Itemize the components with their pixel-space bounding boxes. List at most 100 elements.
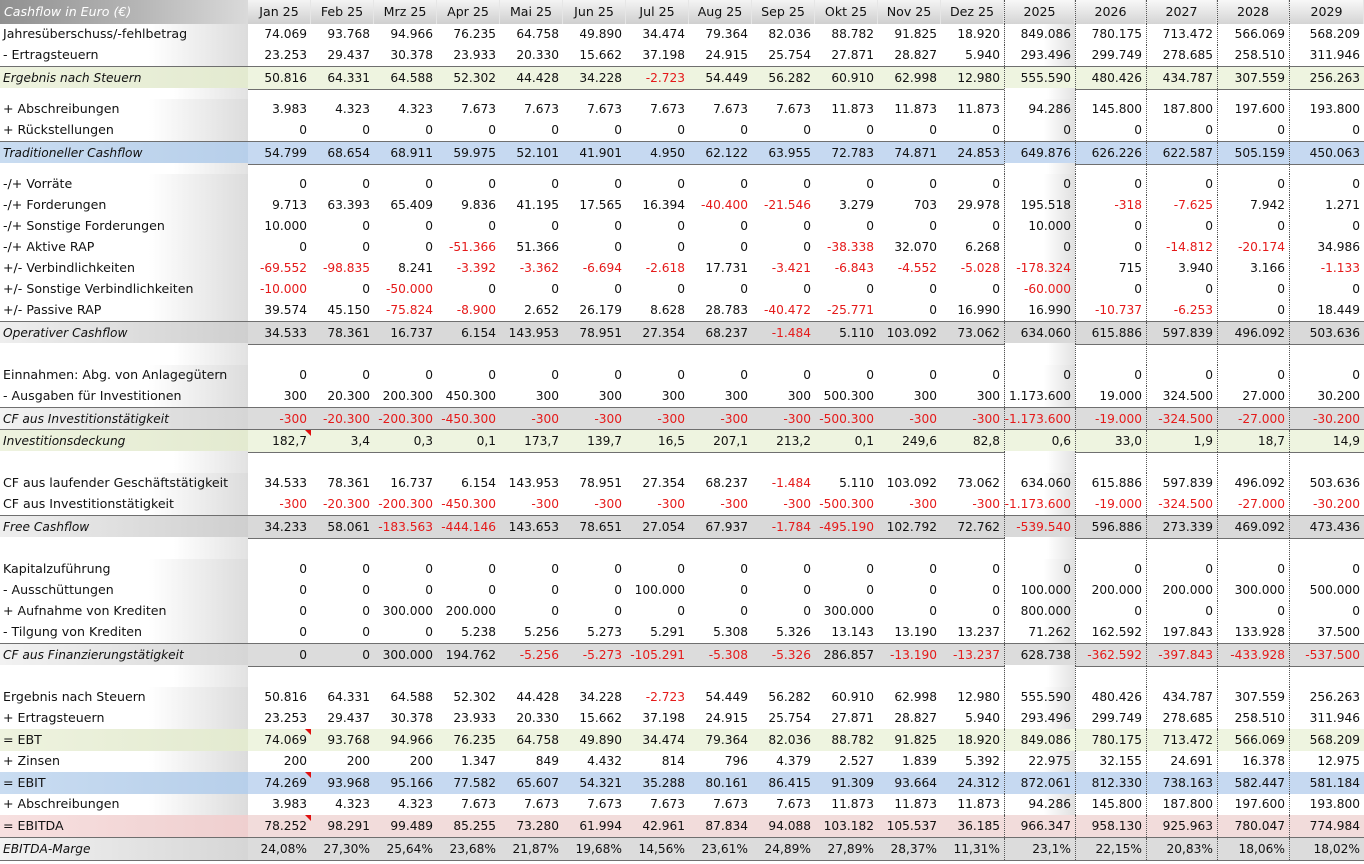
value-cell[interactable]: 10.000 bbox=[264, 219, 307, 234]
value-cell[interactable]: 27.871 bbox=[831, 48, 874, 63]
value-cell[interactable]: 849 bbox=[535, 754, 559, 769]
value-cell[interactable]: -21.546 bbox=[763, 198, 811, 213]
value-cell[interactable]: 50.816 bbox=[248, 67, 311, 89]
value-cell[interactable]: -300 bbox=[563, 408, 626, 430]
value-cell[interactable]: -183.563 bbox=[374, 516, 437, 538]
value-cell[interactable]: 7.673 bbox=[713, 102, 748, 117]
value-cell[interactable]: 0 bbox=[1289, 279, 1364, 300]
value-cell[interactable]: 41.901 bbox=[563, 142, 626, 164]
value-cell[interactable]: -25.771 bbox=[826, 303, 874, 318]
value-cell[interactable]: 0 bbox=[299, 240, 307, 255]
value-cell[interactable]: 30.200 bbox=[1289, 386, 1364, 407]
value-cell[interactable]: 200 bbox=[409, 754, 433, 769]
value-cell[interactable]: 145.800 bbox=[1075, 99, 1146, 120]
value-cell[interactable]: 0 bbox=[299, 562, 307, 577]
value-cell[interactable]: 0 bbox=[992, 177, 1000, 192]
value-cell[interactable]: -1.173.600 bbox=[1004, 408, 1075, 430]
value-cell[interactable]: 0 bbox=[551, 368, 559, 383]
value-cell[interactable]: 814 bbox=[661, 754, 685, 769]
value-cell[interactable]: 74.069 bbox=[248, 729, 311, 751]
value-cell[interactable]: 628.738 bbox=[1004, 644, 1075, 666]
value-cell[interactable]: 0 bbox=[803, 583, 811, 598]
column-header-jan-25[interactable]: Jan 25 bbox=[248, 0, 311, 24]
value-cell[interactable]: 649.876 bbox=[1004, 142, 1075, 164]
value-cell[interactable]: 774.984 bbox=[1289, 815, 1364, 837]
value-cell[interactable]: 65.607 bbox=[500, 772, 563, 794]
value-cell[interactable]: 0 bbox=[551, 123, 559, 138]
value-cell[interactable]: 94.286 bbox=[1004, 794, 1075, 815]
value-cell[interactable]: -13.237 bbox=[941, 644, 1004, 666]
value-cell[interactable]: 23.933 bbox=[453, 48, 496, 63]
value-cell[interactable]: 6.268 bbox=[965, 240, 1000, 255]
value-cell[interactable]: 32.070 bbox=[894, 240, 937, 255]
value-cell[interactable]: 0 bbox=[1075, 365, 1146, 386]
value-cell[interactable]: 78.951 bbox=[563, 322, 626, 344]
value-cell[interactable]: 5.238 bbox=[461, 625, 496, 640]
column-header-okt-25[interactable]: Okt 25 bbox=[815, 0, 878, 24]
value-cell[interactable]: 45.150 bbox=[327, 303, 370, 318]
value-cell[interactable]: 4.950 bbox=[626, 142, 689, 164]
value-cell[interactable]: 5.256 bbox=[524, 625, 559, 640]
value-cell[interactable]: 0 bbox=[1146, 559, 1217, 580]
value-cell[interactable]: 0 bbox=[614, 123, 622, 138]
value-cell[interactable]: 0 bbox=[425, 177, 433, 192]
value-cell[interactable]: 0 bbox=[1217, 174, 1289, 195]
column-header-2026[interactable]: 2026 bbox=[1075, 0, 1146, 24]
value-cell[interactable]: 16,5 bbox=[626, 430, 689, 452]
value-cell[interactable]: 63.955 bbox=[752, 142, 815, 164]
value-cell[interactable]: 49.890 bbox=[579, 27, 622, 42]
value-cell[interactable]: -2.618 bbox=[645, 261, 685, 276]
value-cell[interactable]: 6.154 bbox=[437, 322, 500, 344]
value-cell[interactable]: 0 bbox=[992, 282, 1000, 297]
value-cell[interactable]: 62.998 bbox=[878, 67, 941, 89]
value-cell[interactable]: 91.309 bbox=[815, 772, 878, 794]
value-cell[interactable]: 634.060 bbox=[1004, 473, 1075, 494]
value-cell[interactable]: 0 bbox=[1075, 120, 1146, 141]
value-cell[interactable]: 0 bbox=[803, 240, 811, 255]
value-cell[interactable]: 0 bbox=[362, 123, 370, 138]
value-cell[interactable]: 0 bbox=[1004, 559, 1075, 580]
value-cell[interactable]: 28.827 bbox=[894, 711, 937, 726]
value-cell[interactable]: -300 bbox=[909, 497, 937, 512]
column-header-2028[interactable]: 2028 bbox=[1217, 0, 1289, 24]
value-cell[interactable]: 8.241 bbox=[398, 261, 433, 276]
value-cell[interactable]: 0 bbox=[425, 625, 433, 640]
value-cell[interactable]: 0 bbox=[803, 219, 811, 234]
value-cell[interactable]: -6.253 bbox=[1146, 300, 1217, 321]
value-cell[interactable]: 503.636 bbox=[1289, 473, 1364, 494]
value-cell[interactable]: 54.449 bbox=[705, 690, 748, 705]
value-cell[interactable]: 34.986 bbox=[1289, 237, 1364, 258]
value-cell[interactable]: 77.582 bbox=[437, 772, 500, 794]
value-cell[interactable]: 1.347 bbox=[461, 754, 496, 769]
value-cell[interactable]: 311.946 bbox=[1289, 708, 1364, 729]
value-cell[interactable]: 17.565 bbox=[579, 198, 622, 213]
value-cell[interactable]: 434.787 bbox=[1146, 687, 1217, 708]
value-cell[interactable]: 29.437 bbox=[327, 711, 370, 726]
value-cell[interactable]: 0 bbox=[299, 604, 307, 619]
value-cell[interactable]: 62.122 bbox=[689, 142, 752, 164]
value-cell[interactable]: 197.600 bbox=[1217, 99, 1289, 120]
value-cell[interactable]: 7.673 bbox=[524, 797, 559, 812]
value-cell[interactable]: 88.782 bbox=[831, 27, 874, 42]
value-cell[interactable]: 0 bbox=[992, 604, 1000, 619]
value-cell[interactable]: 307.559 bbox=[1217, 687, 1289, 708]
value-cell[interactable]: -300 bbox=[531, 497, 559, 512]
value-cell[interactable]: 0 bbox=[992, 219, 1000, 234]
value-cell[interactable]: 11.873 bbox=[957, 102, 1000, 117]
value-cell[interactable]: 0 bbox=[551, 219, 559, 234]
value-cell[interactable]: 68.237 bbox=[689, 322, 752, 344]
value-cell[interactable]: 50.816 bbox=[264, 690, 307, 705]
value-cell[interactable]: 39.574 bbox=[264, 303, 307, 318]
value-cell[interactable]: 54.799 bbox=[248, 142, 311, 164]
value-cell[interactable]: 32.155 bbox=[1075, 751, 1146, 772]
value-cell[interactable]: 1.173.600 bbox=[1004, 386, 1075, 407]
value-cell[interactable]: 0 bbox=[299, 625, 307, 640]
value-cell[interactable]: 5.110 bbox=[839, 476, 874, 491]
value-cell[interactable]: -30.200 bbox=[1289, 494, 1364, 515]
value-cell[interactable]: 73.280 bbox=[500, 815, 563, 837]
value-cell[interactable]: 0 bbox=[677, 368, 685, 383]
value-cell[interactable]: 0 bbox=[1075, 237, 1146, 258]
value-cell[interactable]: 5.940 bbox=[965, 711, 1000, 726]
value-cell[interactable]: 24,08% bbox=[248, 838, 311, 860]
value-cell[interactable]: 200.300 bbox=[382, 389, 433, 404]
